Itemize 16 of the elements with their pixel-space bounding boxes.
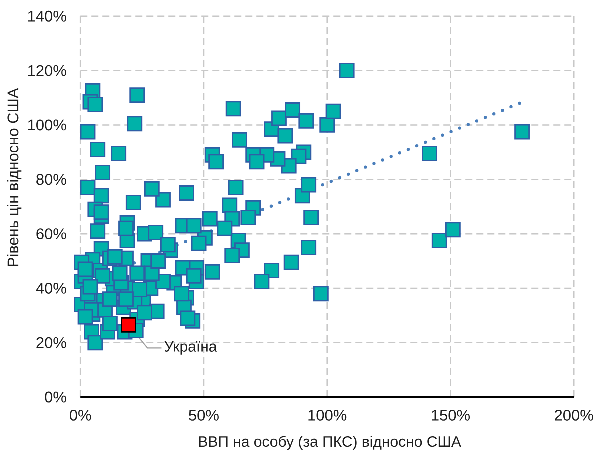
- y-tick-label: 100%: [28, 120, 66, 131]
- x-tick-label: 150%: [432, 410, 470, 421]
- x-tick-label: 50%: [189, 410, 219, 421]
- x-tick-label: 0%: [70, 410, 92, 421]
- annotation: Україна: [164, 341, 218, 355]
- x-tick-label: 100%: [308, 410, 347, 421]
- y-tick-label: 140%: [28, 10, 66, 22]
- y-tick-label: 80%: [36, 174, 66, 186]
- y-tick-label: 0%: [45, 392, 66, 403]
- y-tick-label: 40%: [36, 282, 66, 294]
- x-tick-label: 200%: [555, 410, 594, 421]
- y-tick-label: 60%: [36, 228, 66, 240]
- y-tick-label: 20%: [36, 337, 66, 348]
- y-tick-label: 120%: [28, 65, 66, 76]
- y-axis-title: Рівень цін відносно США: [7, 88, 22, 266]
- x-axis-title: ВВП на особу (за ПКС) відносно США: [199, 436, 462, 450]
